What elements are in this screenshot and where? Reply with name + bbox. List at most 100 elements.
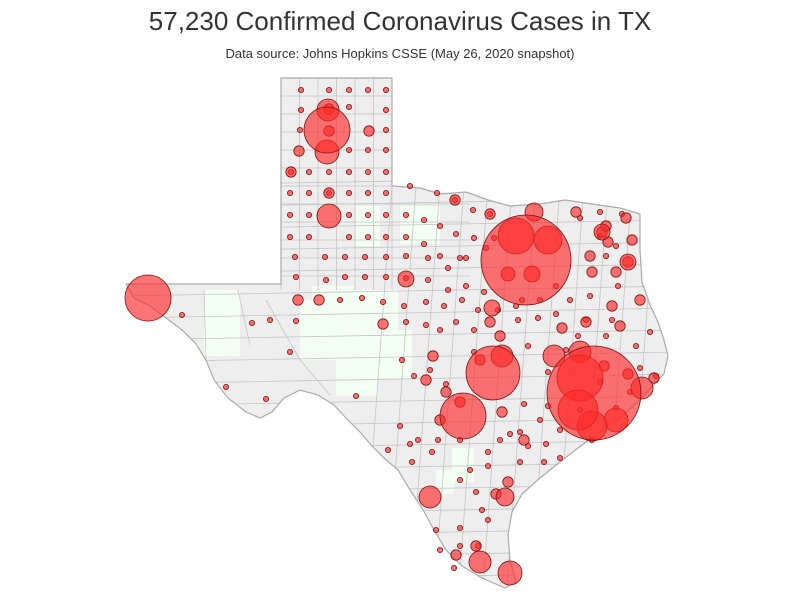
county-case-bubble <box>614 320 626 332</box>
county-case-bubble <box>296 127 303 134</box>
county-case-bubble <box>400 302 407 309</box>
no-case-county <box>204 290 240 356</box>
county-case-bubble <box>398 356 405 363</box>
county-case-bubble <box>436 326 443 333</box>
chart-title: 57,230 Confirmed Coronavirus Cases in TX <box>148 6 652 36</box>
county-case-bubble <box>345 233 352 240</box>
county-case-bubble <box>382 127 389 134</box>
county-line <box>299 359 331 396</box>
county-case-bubble <box>521 400 528 407</box>
county-case-bubble <box>517 428 524 435</box>
county-case-bubble <box>178 311 185 318</box>
county-case-bubble <box>352 392 359 399</box>
county-case-bubble <box>597 208 604 215</box>
county-case-bubble <box>422 321 429 328</box>
county-case-bubble <box>382 253 389 260</box>
county-case-bubble <box>382 189 389 196</box>
county-case-bubble <box>336 296 343 303</box>
county-case-bubble <box>410 372 417 379</box>
county-case-bubble <box>619 253 637 271</box>
county-case-bubble <box>382 107 389 114</box>
county-case-bubble <box>345 87 352 94</box>
county-case-bubble <box>420 374 432 386</box>
county-case-bubble <box>345 146 352 153</box>
county-case-bubble <box>361 253 368 260</box>
county-case-bubble <box>626 234 638 246</box>
county-case-bubble <box>497 560 523 586</box>
county-line <box>126 329 668 341</box>
county-case-bubble <box>406 440 413 447</box>
county-case-bubble <box>325 168 332 175</box>
county-case-bubble <box>484 462 491 469</box>
county-case-bubble <box>587 292 594 299</box>
county-case-bubble <box>472 488 479 495</box>
county-case-bubble <box>124 274 172 322</box>
county-case-bubble <box>305 233 312 240</box>
county-line <box>126 549 668 561</box>
county-case-bubble <box>436 252 443 259</box>
county-line <box>126 285 668 297</box>
county-case-bubble <box>427 350 439 362</box>
county-case-bubble <box>620 212 632 224</box>
county-line <box>265 299 301 361</box>
county-case-bubble <box>452 230 459 237</box>
county-case-bubble <box>484 448 491 455</box>
county-case-bubble <box>613 242 620 249</box>
county-line <box>126 571 668 583</box>
county-line <box>126 505 668 517</box>
county-case-bubble <box>408 458 415 465</box>
county-case-bubble <box>396 422 403 429</box>
county-case-bubble <box>634 294 646 306</box>
county-case-bubble <box>432 527 439 534</box>
county-case-bubble <box>615 282 622 289</box>
county-case-bubble <box>470 540 482 552</box>
county-case-bubble <box>402 318 409 325</box>
county-case-bubble <box>420 240 427 247</box>
county-line <box>203 289 207 361</box>
county-case-bubble <box>637 364 644 371</box>
county-case-bubble <box>439 392 487 440</box>
county-case-bubble <box>546 345 642 441</box>
county-line <box>126 527 668 539</box>
county-case-bubble <box>484 208 496 220</box>
county-case-bubble <box>484 316 496 328</box>
county-case-bubble <box>358 294 365 301</box>
county-case-bubble <box>322 276 329 283</box>
county-case-bubble <box>648 372 660 384</box>
county-case-bubble <box>384 446 391 453</box>
county-case-bubble <box>496 406 508 418</box>
no-case-counties <box>204 206 474 494</box>
county-case-bubble <box>363 125 375 137</box>
county-case-bubble <box>433 189 440 196</box>
county-case-bubble <box>525 342 532 349</box>
county-case-bubble <box>444 264 451 271</box>
county-case-bubble <box>420 216 427 223</box>
county-case-bubble <box>456 476 463 483</box>
county-case-bubble <box>422 298 429 305</box>
county-line <box>126 175 668 187</box>
county-case-bubble <box>297 87 304 94</box>
county-case-bubble <box>424 276 431 283</box>
county-case-bubble <box>440 302 447 309</box>
county-case-bubble <box>345 104 352 111</box>
county-case-bubble <box>483 299 501 317</box>
county-case-bubble <box>480 288 487 295</box>
county-case-bubble <box>593 223 611 241</box>
county-case-bubble <box>462 254 469 261</box>
county-case-bubble <box>603 332 610 339</box>
county-case-bubble <box>345 189 352 196</box>
county-case-bubble <box>382 211 389 218</box>
county-case-bubble <box>586 266 598 278</box>
county-case-bubble <box>633 342 640 349</box>
county-case-bubble <box>292 273 299 280</box>
county-case-bubble <box>543 440 550 447</box>
county-case-bubble <box>436 222 443 229</box>
county-case-bubble <box>303 106 351 154</box>
county-case-bubble <box>382 233 389 240</box>
no-case-county <box>452 448 474 482</box>
county-case-bubble <box>545 368 552 375</box>
county-case-bubble <box>468 550 492 574</box>
county-case-bubble <box>553 310 560 317</box>
county-case-bubble <box>364 168 371 175</box>
